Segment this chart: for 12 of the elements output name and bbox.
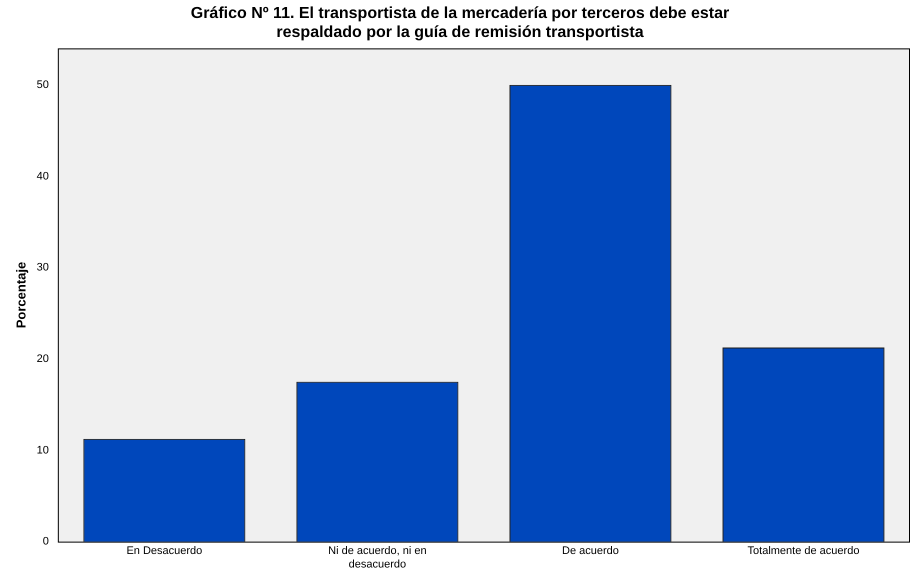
x-tick-label: Ni de acuerdo, ni en desacuerdo — [328, 545, 427, 570]
y-axis-title: Porcentaje — [13, 262, 28, 328]
y-tick-label: 10 — [36, 444, 49, 456]
y-tick-label: 0 — [42, 536, 49, 548]
y-tick-label: 20 — [36, 352, 49, 365]
x-tick-label: En Desacuerdo — [126, 545, 202, 558]
y-tick-label: 50 — [36, 78, 49, 91]
chart-title: Gráfico Nº 11. El transportista de la mercadería por terceros debe estar respaldado por la guía de remisión transportista — [190, 5, 730, 42]
x-tick-label: De acuerdo — [562, 545, 619, 558]
x-tick-label: Totalmente de acuerdo — [748, 545, 860, 558]
y-tick-label: 40 — [36, 170, 49, 182]
y-tick-label: 30 — [36, 262, 49, 274]
